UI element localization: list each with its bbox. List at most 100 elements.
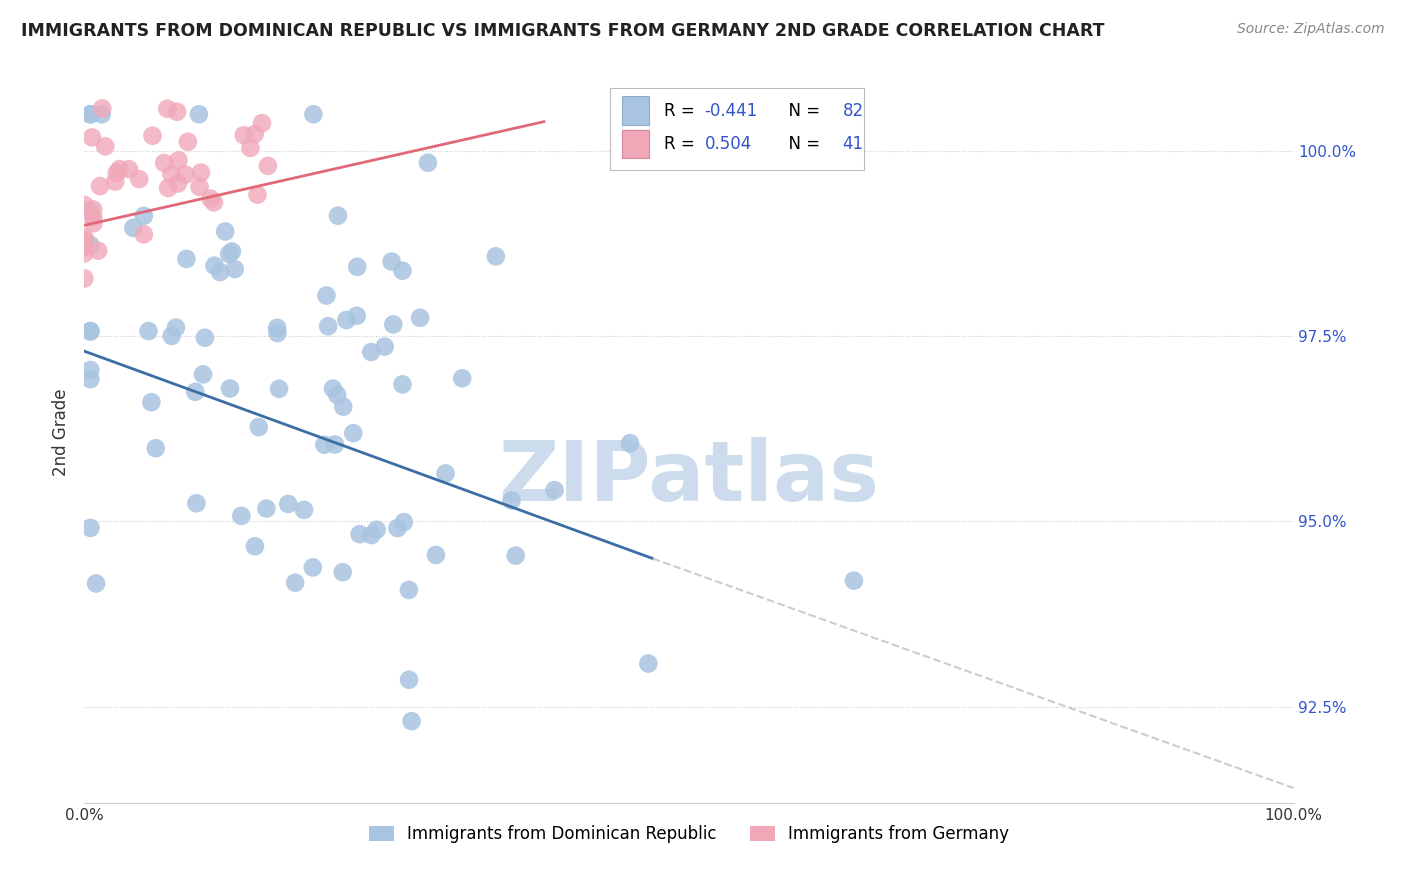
Point — [166, 104, 188, 119]
Bar — [623, 96, 650, 125]
Point — [132, 209, 155, 223]
Point — [314, 438, 336, 452]
Point — [209, 265, 232, 279]
Point — [190, 165, 212, 179]
Point — [391, 377, 413, 392]
Point — [434, 467, 457, 481]
Point — [398, 582, 420, 597]
Point — [349, 527, 371, 541]
Point — [141, 128, 163, 143]
Point — [94, 139, 117, 153]
Point — [73, 271, 96, 285]
Point — [202, 195, 225, 210]
Point — [335, 313, 357, 327]
Text: 0.504: 0.504 — [704, 135, 752, 153]
Point — [326, 209, 349, 223]
Legend: Immigrants from Dominican Republic, Immigrants from Germany: Immigrants from Dominican Republic, Immi… — [361, 819, 1017, 850]
Point — [187, 107, 209, 121]
Point — [543, 483, 565, 497]
Point — [83, 216, 105, 230]
Point — [184, 384, 207, 399]
Point — [416, 155, 439, 169]
Point — [346, 309, 368, 323]
Point — [284, 575, 307, 590]
Point — [79, 325, 101, 339]
Bar — [623, 130, 650, 158]
Point — [200, 192, 222, 206]
Point — [204, 259, 226, 273]
Point — [322, 382, 344, 396]
Point — [214, 224, 236, 238]
Point — [79, 107, 101, 121]
Point — [247, 420, 270, 434]
Y-axis label: 2nd Grade: 2nd Grade — [52, 389, 70, 476]
Point — [366, 523, 388, 537]
Point — [145, 442, 167, 456]
Text: ZIPatlas: ZIPatlas — [499, 436, 879, 517]
Point — [138, 324, 160, 338]
Point — [451, 371, 474, 385]
Point — [292, 503, 315, 517]
Point — [257, 159, 280, 173]
Point — [84, 576, 107, 591]
Point — [79, 324, 101, 338]
Point — [82, 202, 104, 217]
Point — [141, 395, 163, 409]
Point — [346, 260, 368, 274]
Point — [79, 238, 101, 252]
Point — [267, 382, 290, 396]
Point — [401, 714, 423, 728]
Point — [505, 549, 527, 563]
Point — [387, 521, 409, 535]
Point — [391, 264, 413, 278]
Point — [122, 220, 145, 235]
Point — [219, 382, 242, 396]
Point — [485, 249, 508, 263]
Point — [360, 345, 382, 359]
Point — [239, 141, 262, 155]
Point — [342, 426, 364, 441]
Point — [73, 240, 96, 254]
Point — [266, 320, 288, 334]
Point — [323, 437, 346, 451]
Point — [425, 548, 447, 562]
Text: 41: 41 — [842, 135, 863, 153]
Text: N =: N = — [779, 135, 825, 153]
Point — [79, 521, 101, 535]
Text: R =: R = — [664, 135, 700, 153]
Point — [191, 368, 214, 382]
Point — [167, 177, 190, 191]
Point — [188, 180, 211, 194]
Point — [104, 175, 127, 189]
Point — [79, 107, 101, 121]
Point — [105, 166, 128, 180]
FancyBboxPatch shape — [610, 88, 865, 169]
Point — [332, 565, 354, 579]
Point — [381, 254, 404, 268]
Text: IMMIGRANTS FROM DOMINICAN REPUBLIC VS IMMIGRANTS FROM GERMANY 2ND GRADE CORRELAT: IMMIGRANTS FROM DOMINICAN REPUBLIC VS IM… — [21, 22, 1105, 40]
Point — [231, 508, 253, 523]
Point — [176, 252, 198, 266]
Point — [160, 329, 183, 343]
Point — [73, 237, 96, 252]
Text: Source: ZipAtlas.com: Source: ZipAtlas.com — [1237, 22, 1385, 37]
Point — [409, 310, 432, 325]
Point — [132, 227, 155, 242]
Point — [316, 319, 339, 334]
Point — [315, 288, 337, 302]
Point — [91, 101, 114, 115]
Point — [243, 127, 266, 141]
Point — [277, 497, 299, 511]
Text: N =: N = — [779, 102, 825, 120]
Point — [266, 326, 288, 340]
Point — [156, 102, 179, 116]
Point — [160, 168, 183, 182]
Point — [128, 172, 150, 186]
Point — [326, 388, 349, 402]
Point — [177, 135, 200, 149]
Point — [73, 246, 96, 260]
Point — [157, 181, 180, 195]
Point — [73, 198, 96, 212]
Point — [79, 372, 101, 386]
Text: 82: 82 — [842, 102, 863, 120]
